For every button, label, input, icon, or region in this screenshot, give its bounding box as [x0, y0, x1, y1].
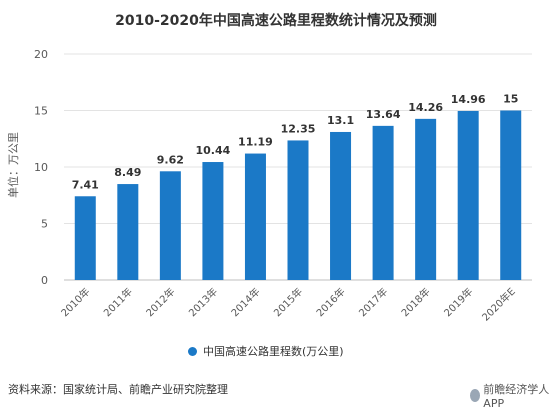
x-tick-label: 2016年 [313, 285, 347, 319]
brand-logo-icon [470, 389, 481, 402]
legend: 中国高速公路里程数(万公里) [188, 343, 344, 359]
bar [415, 118, 437, 280]
bar [287, 140, 309, 280]
bar [372, 125, 394, 280]
x-tick-label: 2017年 [356, 285, 390, 319]
data-label: 14.26 [408, 101, 443, 114]
y-axis-label: 单位：万公里 [6, 132, 20, 198]
brand-label: 前瞻经济学人APP [483, 383, 550, 410]
x-tick-label: 2018年 [398, 285, 432, 319]
bar [330, 131, 352, 280]
y-tick-label: 5 [41, 218, 48, 231]
data-label: 10.44 [196, 144, 231, 157]
bar [117, 184, 139, 280]
y-tick-label: 10 [34, 161, 48, 174]
data-label: 7.41 [72, 178, 99, 191]
x-tick-label: 2020年E [479, 285, 518, 324]
chart-title: 2010-2020年中国高速公路里程数统计情况及预测 [115, 13, 437, 29]
data-label: 11.19 [238, 136, 273, 149]
x-tick-label: 2014年 [228, 285, 262, 319]
data-label: 8.49 [114, 166, 141, 179]
data-label: 12.35 [281, 122, 316, 135]
x-tick-label: 2012年 [143, 285, 177, 319]
bar [457, 110, 479, 281]
data-label: 9.62 [157, 153, 184, 166]
x-tick-label: 2015年 [271, 285, 305, 319]
data-label: 14.96 [451, 93, 486, 106]
source-note: 资料来源：国家统计局、前瞻产业研究院整理 [8, 383, 228, 396]
y-tick-label: 20 [34, 48, 48, 61]
data-label: 15 [503, 93, 518, 106]
y-tick-label: 15 [34, 105, 48, 118]
data-label: 13.1 [327, 114, 354, 127]
x-tick-label: 2010年 [58, 285, 92, 319]
bar [159, 171, 181, 280]
x-tick-label: 2013年 [186, 285, 220, 319]
brand-watermark: 前瞻经济学人APP [470, 381, 552, 410]
y-tick-label: 0 [41, 274, 48, 287]
x-tick-label: 2011年 [101, 285, 135, 319]
bar [244, 153, 266, 280]
bar [74, 196, 96, 280]
data-label: 13.64 [366, 108, 401, 121]
legend-label: 中国高速公路里程数(万公里) [203, 345, 344, 358]
bar [202, 162, 224, 280]
bar [500, 110, 522, 280]
x-tick-label: 2019年 [441, 285, 475, 319]
legend-marker [188, 346, 197, 356]
